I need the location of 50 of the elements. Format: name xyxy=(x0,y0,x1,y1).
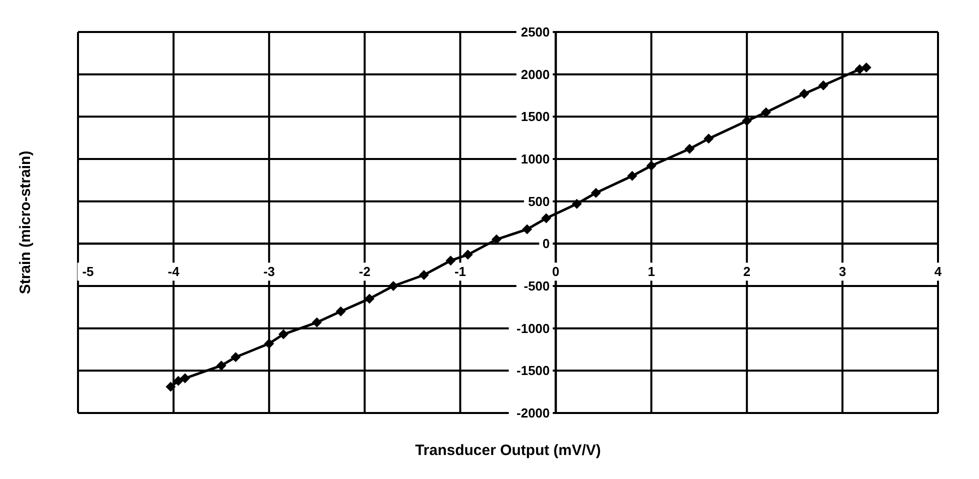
x-tick-label: 1 xyxy=(648,264,655,280)
x-tick-label: -1 xyxy=(454,264,466,280)
point xyxy=(799,88,810,99)
y-tick-label: -1000 xyxy=(516,320,550,336)
point xyxy=(646,160,656,171)
point xyxy=(364,294,374,304)
y-tick-label: -1500 xyxy=(516,363,550,378)
y-tick-label: 2000 xyxy=(520,66,550,82)
point xyxy=(572,198,582,209)
x-tick-label: -5 xyxy=(82,264,94,280)
point xyxy=(462,250,473,260)
y-tick-label: 0 xyxy=(542,236,550,252)
y-tick-label: 2500 xyxy=(520,24,550,40)
point xyxy=(388,281,398,291)
point xyxy=(492,234,502,244)
x-axis-title: Transducer Output (mV/V) xyxy=(415,442,601,459)
point xyxy=(854,64,865,74)
x-tick-label: -4 xyxy=(168,264,180,280)
x-tick-label: 4 xyxy=(934,264,942,280)
point xyxy=(173,376,184,386)
y-tick-label: 1000 xyxy=(520,152,550,167)
point xyxy=(180,373,190,384)
point xyxy=(818,80,828,90)
point xyxy=(684,144,695,154)
point xyxy=(418,270,429,280)
point xyxy=(704,134,714,144)
point xyxy=(278,329,288,340)
point xyxy=(312,317,322,328)
point xyxy=(627,170,638,181)
point xyxy=(216,360,226,371)
y-tick-label: -500 xyxy=(524,278,550,294)
x-tick-label: 0 xyxy=(552,264,560,280)
y-axis-title: Strain (micro-strain) xyxy=(17,150,34,294)
x-tick-label: 2 xyxy=(743,264,751,280)
x-tick-label: -2 xyxy=(358,264,370,280)
point xyxy=(264,338,274,349)
point xyxy=(230,352,241,362)
point xyxy=(446,256,456,266)
point xyxy=(336,306,346,316)
point xyxy=(541,213,552,224)
y-tick-label: 500 xyxy=(528,194,550,209)
point xyxy=(761,107,771,118)
x-tick-label: -3 xyxy=(263,264,275,280)
y-tick-label: -2000 xyxy=(516,406,550,421)
point xyxy=(861,62,872,73)
point xyxy=(590,188,601,198)
x-tick-label: 3 xyxy=(838,264,846,280)
point xyxy=(522,224,532,234)
y-tick-label: 1500 xyxy=(520,109,550,124)
point xyxy=(166,382,176,392)
